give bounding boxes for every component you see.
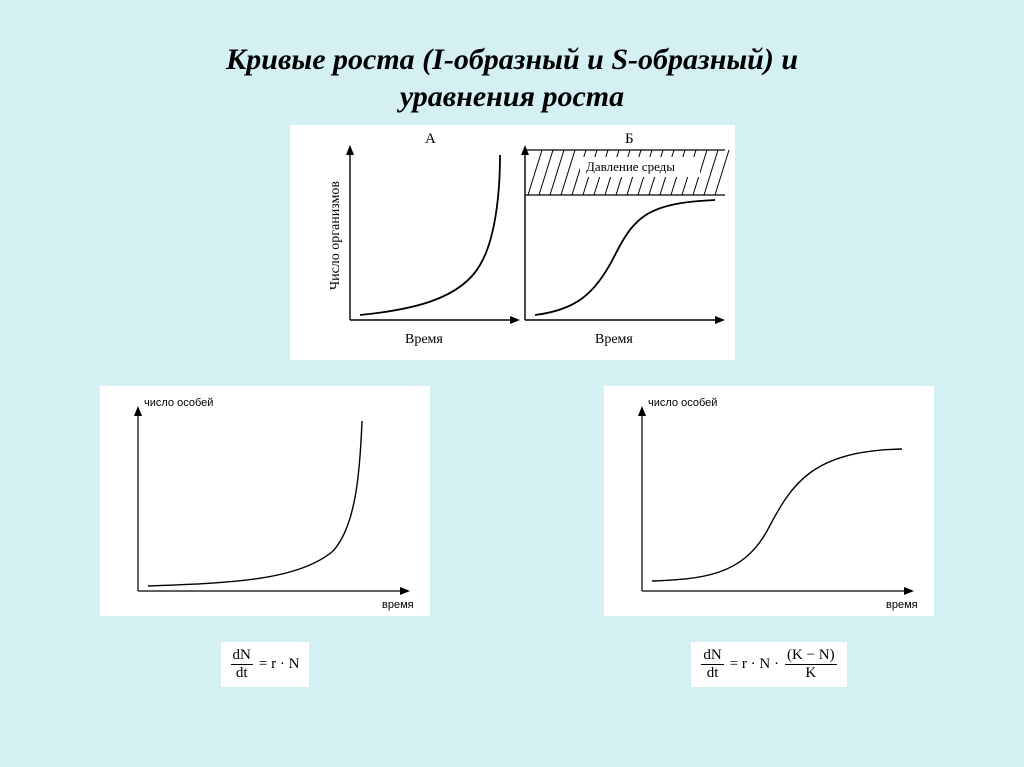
eq-left-rhs: = r · N: [259, 656, 300, 673]
panel-a-label: А: [425, 131, 436, 147]
panel-b-x-label: Время: [595, 332, 633, 347]
equation-right: dN dt = r · N · (K − N) K: [691, 642, 846, 687]
panel-a-curve: [360, 155, 500, 315]
panel-a-x-label: Время: [405, 332, 443, 347]
top-chart-panel: А Число организмов Время Б Время: [290, 125, 735, 360]
panel-b-curve: [535, 200, 715, 315]
bottom-right-svg: число особей время: [604, 386, 934, 616]
panel-b-hatch-label: Давление среды: [586, 159, 675, 174]
bottom-row: число особей время dN dt = r · N число: [0, 360, 1024, 687]
eq-left-frac: dN dt: [231, 648, 253, 681]
bl-y-arrow: [134, 406, 142, 416]
br-x-label: время: [886, 599, 918, 611]
top-chart-svg: А Число организмов Время Б Время: [290, 125, 735, 360]
panel-b: Б Время Давление среды: [521, 131, 729, 347]
page-title: Кривые роста (I-образный и S-образный) и…: [0, 0, 1024, 115]
bl-x-label: время: [382, 599, 414, 611]
panel-a-y-arrow: [346, 145, 354, 155]
title-line-2: уравнения роста: [0, 79, 1024, 116]
eq-right-frac2: (K − N) K: [785, 648, 837, 681]
br-y-arrow: [638, 406, 646, 416]
br-y-label: число особей: [648, 397, 717, 409]
bottom-left-cell: число особей время dN dt = r · N: [100, 386, 430, 687]
panel-b-hatch: Давление среды: [525, 150, 729, 195]
bl-x-arrow: [400, 587, 410, 595]
panel-b-x-arrow: [715, 316, 725, 324]
title-line-1: Кривые роста (I-образный и S-образный) и: [0, 42, 1024, 79]
eq-right-rhs1: = r · N ·: [730, 656, 779, 673]
bottom-right-cell: число особей время dN dt = r · N · (K − …: [604, 386, 934, 687]
bl-curve: [148, 421, 362, 586]
panel-b-label: Б: [625, 131, 634, 147]
bottom-left-chart: число особей время: [100, 386, 430, 616]
panel-a-y-label: Число организмов: [328, 181, 343, 290]
bottom-right-chart: число особей время: [604, 386, 934, 616]
equation-left: dN dt = r · N: [221, 642, 310, 687]
panel-a: А Число организмов Время: [328, 131, 520, 347]
bl-y-label: число особей: [144, 397, 213, 409]
panel-a-x-arrow: [510, 316, 520, 324]
br-x-arrow: [904, 587, 914, 595]
bottom-left-svg: число особей время: [100, 386, 430, 616]
eq-right-frac1: dN dt: [701, 648, 723, 681]
br-curve: [652, 449, 902, 581]
